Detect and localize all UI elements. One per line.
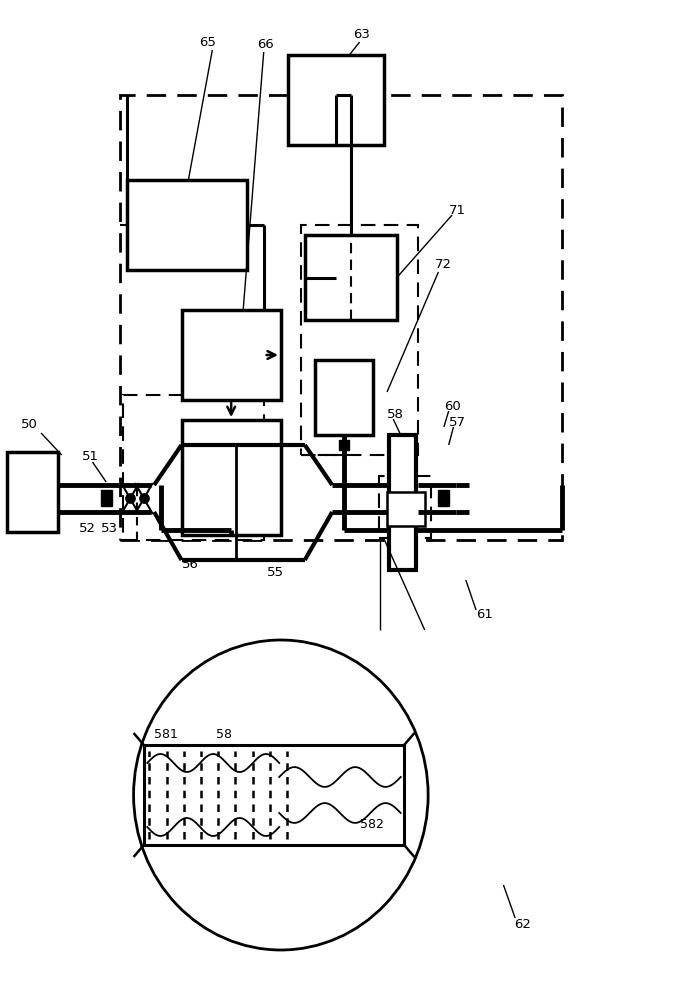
Bar <box>305 235 397 320</box>
Text: 62: 62 <box>514 918 531 932</box>
Text: 51: 51 <box>82 450 99 464</box>
Text: 53: 53 <box>101 522 119 534</box>
Text: 65: 65 <box>199 36 216 49</box>
Text: 66: 66 <box>257 38 273 51</box>
Text: 58: 58 <box>387 408 404 420</box>
Bar <box>120 95 562 540</box>
Point <box>339 437 350 453</box>
Text: 72: 72 <box>435 258 452 271</box>
Bar <box>389 435 416 570</box>
Text: 581: 581 <box>154 728 178 742</box>
Text: 63: 63 <box>353 28 370 41</box>
Bar <box>301 225 418 455</box>
Bar <box>387 492 425 526</box>
Bar <box>101 490 112 506</box>
Bar <box>144 745 404 845</box>
Text: 60: 60 <box>444 399 460 412</box>
Bar <box>315 360 373 435</box>
Point <box>125 490 136 506</box>
Text: 52: 52 <box>79 522 96 534</box>
Text: 55: 55 <box>267 566 284 578</box>
Bar <box>123 395 264 540</box>
Bar <box>182 420 281 535</box>
Ellipse shape <box>134 640 428 950</box>
Text: 71: 71 <box>449 204 466 217</box>
Text: 58: 58 <box>216 728 232 742</box>
Text: 57: 57 <box>449 416 466 428</box>
Text: 61: 61 <box>476 608 493 621</box>
Bar <box>127 180 247 270</box>
Bar <box>438 490 449 506</box>
Text: 50: 50 <box>21 418 38 432</box>
Text: 56: 56 <box>182 558 199 572</box>
Bar <box>379 476 431 538</box>
Bar <box>288 55 384 145</box>
Bar <box>7 452 58 532</box>
Bar <box>182 310 281 400</box>
Point <box>138 490 149 506</box>
Text: 582: 582 <box>360 818 384 832</box>
